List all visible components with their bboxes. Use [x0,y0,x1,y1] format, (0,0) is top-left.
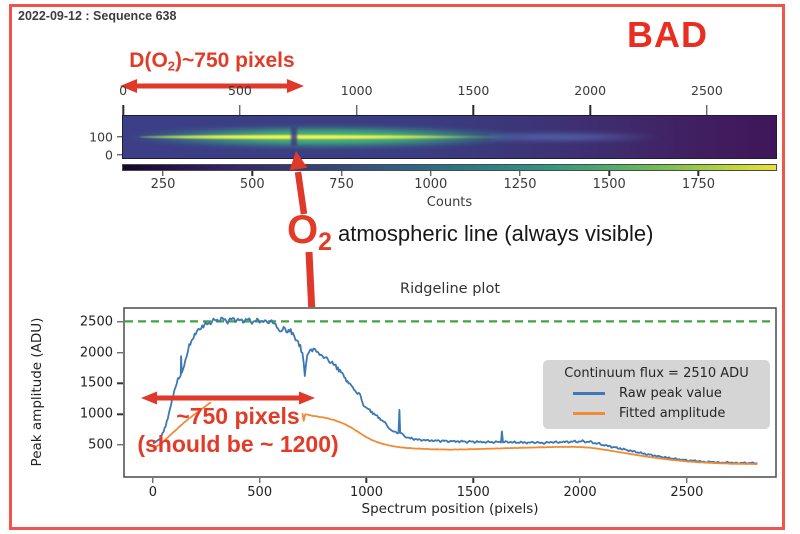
ridgeline-x-axis-label: Spectrum position (pixels) [361,501,539,517]
spectrogram-pixel-axis: 0 500 1000 1500 2000 2500 [119,83,777,115]
o2-description: atmospheric line (always visible) [338,221,654,246]
tick-mark [355,105,358,115]
tick-mark [258,478,261,483]
ridgeline-legend: Continuum flux = 2510 ADU Raw peak value… [543,360,770,429]
tick-label: 1000 [414,177,448,192]
fitted-amplitude-line-swatch [573,412,605,415]
tick-mark [117,321,123,323]
tick-mark [117,444,123,446]
tick-label: 0 [105,147,113,163]
raw-peak-value-curve [152,316,758,465]
legend-entry-raw-peak: Raw peak value [551,386,762,401]
tick-label: 1500 [457,83,490,98]
ridgeline-y-axis: 500 1000 1500 2000 2500 [80,307,123,478]
tick-label: 500 [247,485,273,500]
tick-mark [686,478,688,483]
tick-label: 500 [88,437,113,453]
tick-mark [579,478,581,483]
tick-label: 1500 [592,177,626,192]
width-expected-text: (should be ~ 1200) [137,431,339,457]
tick-label: 100 [89,129,113,145]
tick-mark [519,171,521,176]
tick-label: 2500 [79,314,113,330]
tick-mark [589,105,591,115]
tick-label: 2500 [670,485,704,500]
ridgeline-curves [123,307,777,478]
tick-label: 2000 [574,83,607,98]
d-o2-width-annotation: D(O2)~750 pixels [129,49,295,74]
d-o2-double-arrow [120,79,304,93]
tick-mark [706,105,708,115]
spectrogram-heatmap [122,115,777,159]
tick-mark [697,171,700,176]
tick-mark [365,478,368,483]
tick-label: 0 [148,485,158,500]
tick-label: 1000 [349,485,384,500]
counts-colorbar [122,164,777,171]
tick-label: 1000 [340,83,373,98]
tick-mark [117,136,122,138]
tick-label: 2000 [563,485,597,500]
ridgeline-x-axis: 0 500 1000 1500 2000 2500 [123,478,777,502]
tick-mark [117,154,122,156]
tick-label: 1000 [79,406,113,422]
fitted-amplitude-curve [301,413,758,466]
ridgeline-title: Ridgeline plot [400,281,500,297]
legend-title: Continuum flux = 2510 ADU [564,366,749,381]
tick-label: 500 [239,177,265,192]
legend-entry-label: Raw peak value [619,386,722,401]
counts-axis-label: Counts [426,195,473,210]
o2-symbol: O2 [287,208,332,256]
tick-mark [117,382,123,385]
raw-peak-line-swatch [573,392,605,395]
width-measure-double-arrow [141,391,315,405]
tick-mark [117,413,123,415]
tick-mark [608,171,610,176]
tick-mark [472,105,475,115]
tick-label: 1500 [456,485,490,500]
tick-mark [340,171,343,176]
legend-entry-label: Fitted amplitude [619,406,726,421]
o2-gap-notch [290,126,297,147]
tick-label: 1250 [503,177,537,192]
emission-trace-core [139,133,545,141]
legend-entry-fitted: Fitted amplitude [551,406,762,421]
counts-colorbar-axis: 250 500 750 1000 1250 1500 1750 [122,171,777,195]
sequence-date-label: 2022-09-12 : Sequence 638 [18,9,177,23]
tick-mark [117,352,123,354]
tick-label: 2500 [691,83,723,98]
o2-up-arrow [289,151,308,215]
tick-label: 1500 [79,375,113,391]
tick-label: 2000 [79,345,113,361]
tick-mark [430,171,432,176]
tick-mark [472,478,474,483]
tick-mark [152,478,154,483]
verdict-bad-label: BAD [627,14,708,55]
fitted-amplitude-curve [152,401,212,450]
tick-label: 500 [227,83,252,98]
tick-mark [122,105,124,115]
tick-mark [162,171,164,176]
tick-label: 250 [150,177,176,192]
spectrogram-y-axis: 100 0 [88,115,122,163]
tick-label: 1750 [681,177,716,192]
emission-trace-tail [488,129,763,145]
tick-label: 750 [329,177,354,192]
width-measured-text: ~750 pixels [176,403,300,429]
ridgeline-y-axis-label: Peak amplitude (ADU) [29,317,45,467]
tick-label: 0 [119,83,128,98]
tick-mark [239,105,241,115]
tick-mark [251,171,253,176]
